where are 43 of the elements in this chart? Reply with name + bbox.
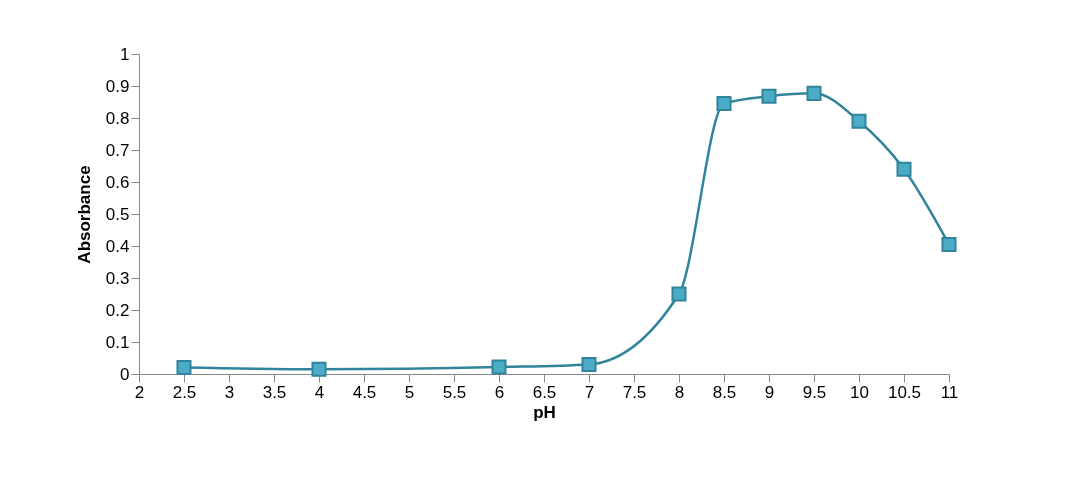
x-tick-label: 6.5 [532, 382, 557, 402]
y-tick-label: 0.5 [105, 204, 130, 224]
x-tick-label: 5.5 [442, 382, 467, 402]
point [311, 361, 327, 377]
x-tick-label: 7 [584, 382, 595, 402]
x-tick-label: 9 [764, 382, 775, 402]
x-tick-label: 11 [940, 382, 959, 402]
y-tick-label: 0.7 [105, 140, 130, 160]
x-tick-label: 9.5 [802, 382, 827, 402]
point [806, 85, 822, 101]
y-tick-label: 0.2 [105, 300, 130, 320]
x-tick-label: 7.5 [622, 382, 647, 402]
y-tick-label: 0 [120, 364, 130, 384]
y-axis-title: Absorbance [74, 165, 94, 264]
x-tick-label: 3 [224, 382, 235, 402]
point [761, 88, 777, 104]
y-tick-label: 0.1 [105, 332, 130, 352]
point [851, 113, 867, 129]
x-tick-label: 3.5 [262, 382, 287, 402]
x-tick-label: 4 [314, 382, 325, 402]
y-tick-label: 0.4 [105, 236, 130, 256]
x-axis-title: pH [533, 402, 556, 422]
point [716, 96, 732, 112]
point [671, 286, 687, 302]
x-tick-label: 4.5 [352, 382, 377, 402]
y-tick-label: 0.6 [105, 172, 130, 192]
x-tick-label: 2 [134, 382, 145, 402]
point [896, 161, 912, 177]
point [581, 356, 597, 372]
x-tick-label: 8 [674, 382, 685, 402]
y-tick-label: 0.8 [105, 108, 130, 128]
x-tick-label: 5 [404, 382, 415, 402]
y-tick-label: 0.9 [105, 76, 130, 96]
x-tick-label: 2.5 [172, 382, 197, 402]
point [491, 359, 507, 375]
x-tick-label: 6 [494, 382, 505, 402]
point [176, 360, 192, 376]
y-tick-label: 0.3 [105, 268, 130, 288]
point [941, 236, 957, 252]
x-tick-label: 10 [850, 382, 869, 402]
x-tick-label: 10.5 [887, 382, 922, 402]
x-tick-label: 8.5 [712, 382, 737, 402]
y-tick-label: 1 [120, 44, 130, 64]
